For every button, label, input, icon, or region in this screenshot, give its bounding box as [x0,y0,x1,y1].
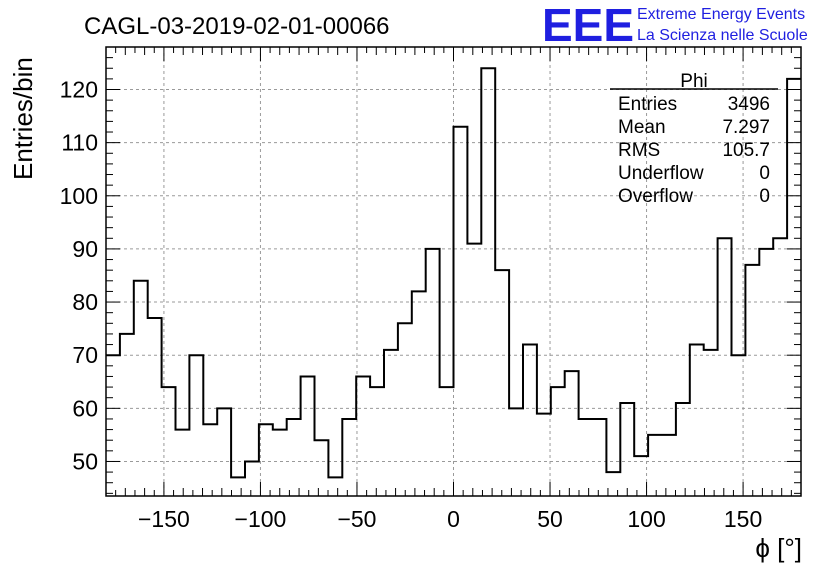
eee-logo-line1: Extreme Energy Events [637,6,805,23]
y-tick-label: 120 [60,77,98,103]
stats-value-overflow: 0 [759,186,770,207]
chart-title: CAGL-03-2019-02-01-00066 [84,13,390,40]
eee-logo: EEE Extreme Energy Events La Scienza nel… [542,0,808,51]
stats-value-entries: 3496 [728,94,770,115]
eee-logo-mark: EEE [542,0,634,51]
y-axis-title: Entries/bin [8,57,38,180]
x-tick-label: 100 [627,506,665,532]
stats-value-mean: 7.297 [722,117,770,138]
stats-label-rms: RMS [618,140,660,161]
axis-tick-labels: −150 −100 −50 0 50 100 150 50 60 70 80 90 100 110 120 [60,77,763,532]
y-tick-label: 60 [72,395,98,421]
stats-box: Phi Entries 3496 Mean 7.297 RMS 105.7 Un… [610,71,778,207]
stats-value-underflow: 0 [759,163,770,184]
y-tick-label: 50 [72,448,98,474]
x-tick-label: 0 [447,506,460,532]
stats-label-mean: Mean [618,117,666,138]
stats-box-name: Phi [680,71,707,92]
histogram-series-phi [106,67,801,479]
stats-label-entries: Entries [618,94,677,115]
y-tick-label: 90 [72,236,98,262]
x-tick-label: −50 [337,506,376,532]
stats-label-underflow: Underflow [618,163,704,184]
eee-logo-line2: La Scienza nelle Scuole [637,27,808,44]
y-tick-label: 70 [72,342,98,368]
grid-lines [106,47,801,496]
stats-value-rms: 105.7 [722,140,770,161]
y-tick-label: 110 [61,130,98,156]
x-tick-label: −150 [138,506,190,532]
axis-ticks [106,46,801,496]
x-tick-label: 150 [724,506,762,532]
y-tick-label: 80 [72,289,98,315]
stats-label-overflow: Overflow [618,186,693,207]
x-tick-label: 50 [537,506,563,532]
x-tick-label: −100 [235,506,287,532]
x-axis-title: ϕ [°] [755,533,802,563]
y-tick-label: 100 [60,183,98,209]
